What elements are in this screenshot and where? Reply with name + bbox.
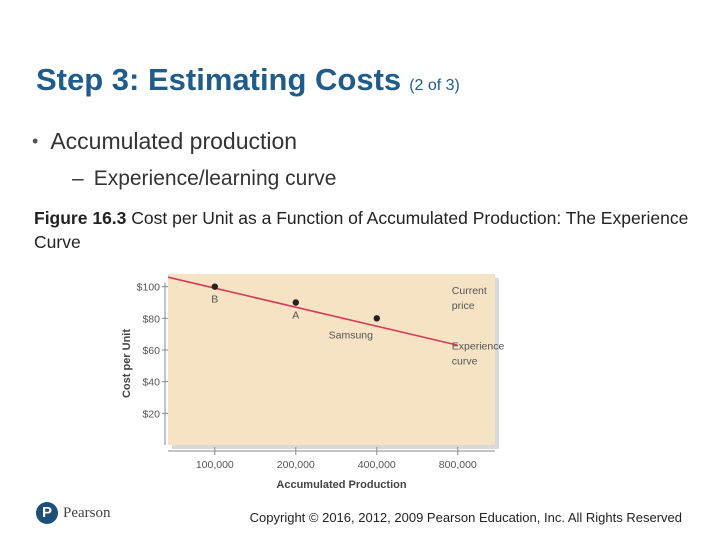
title-main: Step 3: Estimating Costs <box>36 62 402 97</box>
copyright-notice: Copyright © 2016, 2012, 2009 Pearson Edu… <box>249 510 682 525</box>
pearson-logo-text: Pearson <box>63 504 111 521</box>
x-tick-label: 100,000 <box>196 459 234 471</box>
subbullet-item: – Experience/learning curve <box>72 167 337 191</box>
x-tick-label: 400,000 <box>358 459 396 471</box>
figure-label: Figure 16.3 <box>34 208 127 228</box>
y-axis-title: Cost per Unit <box>121 329 133 398</box>
y-tick-label: $100 <box>137 282 161 294</box>
data-point-a <box>292 299 299 306</box>
subbullet-text: Experience/learning curve <box>93 167 337 190</box>
title-suffix: (2 of 3) <box>409 77 460 94</box>
bullet-dot: • <box>32 131 39 151</box>
x-tick-label: 800,000 <box>439 459 477 471</box>
y-tick-label: $40 <box>142 377 160 389</box>
data-point-label: A <box>292 310 299 322</box>
subbullet-dash: – <box>72 167 84 190</box>
slide-title: Step 3: Estimating Costs (2 of 3) <box>36 62 460 98</box>
pearson-logo: P Pearson <box>36 502 111 524</box>
annotation-experience-curve-line1: Experience <box>452 340 505 352</box>
data-point-label: B <box>211 294 218 306</box>
figure-caption-text: Cost per Unit as a Function of Accumulat… <box>34 208 689 252</box>
x-axis-title: Accumulated Production <box>276 479 406 491</box>
bullet-text: Accumulated production <box>50 128 298 154</box>
pearson-logo-icon: P <box>36 502 58 524</box>
annotation-current-price-line2: price <box>452 300 475 312</box>
x-tick-label: 200,000 <box>277 459 315 471</box>
y-tick-label: $20 <box>142 408 160 420</box>
chart-panel <box>168 274 495 445</box>
y-tick-label: $80 <box>142 313 160 325</box>
experience-curve-chart: $100 $80 $60 $40 $20 100,000 200,000 400,000 800… <box>121 274 505 491</box>
y-tick-label: $60 <box>142 345 160 357</box>
data-point-b <box>211 283 218 290</box>
annotation-experience-curve-line2: curve <box>452 355 478 367</box>
bullet-item: • Accumulated production <box>32 128 297 155</box>
annotation-current-price-line1: Current <box>452 285 487 297</box>
data-point-samsung <box>373 315 380 322</box>
figure-caption: Figure 16.3 Cost per Unit as a Function … <box>34 206 694 254</box>
data-point-label: Samsung <box>329 329 374 341</box>
